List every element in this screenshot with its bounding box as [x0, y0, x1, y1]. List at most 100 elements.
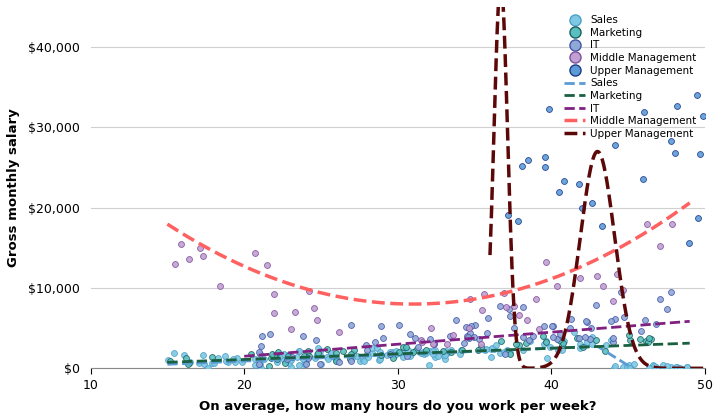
- Point: [479, 346, 490, 353]
- Point: [266, 351, 278, 358]
- Point: [638, 109, 649, 116]
- Point: [351, 353, 363, 360]
- Point: [513, 312, 525, 319]
- Point: [371, 344, 382, 351]
- Point: [644, 335, 655, 342]
- Point: [503, 212, 514, 218]
- Point: [674, 365, 685, 371]
- Point: [439, 352, 451, 358]
- Point: [311, 351, 323, 358]
- Point: [294, 361, 305, 368]
- Point: [482, 315, 494, 321]
- Point: [477, 307, 488, 313]
- Point: [504, 350, 516, 357]
- Point: [281, 355, 292, 362]
- Point: [346, 355, 358, 362]
- Point: [635, 328, 647, 334]
- Point: [481, 329, 492, 336]
- Point: [464, 330, 476, 337]
- Point: [283, 352, 294, 359]
- Point: [574, 275, 585, 281]
- Point: [581, 339, 593, 346]
- Point: [182, 361, 194, 368]
- Point: [197, 352, 209, 359]
- Point: [286, 364, 297, 371]
- Point: [302, 355, 313, 362]
- Point: [662, 362, 673, 369]
- Point: [427, 341, 438, 348]
- Point: [428, 341, 440, 348]
- Point: [327, 353, 338, 360]
- Point: [258, 356, 269, 362]
- Point: [420, 349, 432, 356]
- Point: [315, 352, 326, 359]
- Point: [387, 349, 398, 356]
- Point: [331, 357, 343, 363]
- Point: [300, 361, 312, 368]
- Point: [500, 304, 512, 310]
- Point: [485, 354, 496, 360]
- Point: [377, 335, 389, 341]
- Point: [441, 341, 452, 348]
- Point: [439, 355, 451, 362]
- Point: [271, 356, 282, 362]
- Point: [495, 302, 506, 309]
- Point: [692, 92, 703, 99]
- Point: [396, 349, 408, 356]
- Point: [168, 349, 179, 356]
- Point: [271, 358, 283, 365]
- Point: [229, 358, 240, 365]
- Point: [310, 355, 321, 362]
- Point: [299, 357, 310, 364]
- Point: [541, 354, 553, 361]
- Point: [437, 347, 449, 354]
- Point: [584, 336, 595, 343]
- Point: [609, 316, 621, 323]
- Point: [546, 322, 558, 329]
- Point: [405, 351, 417, 358]
- Point: [608, 335, 619, 341]
- Point: [315, 360, 326, 367]
- Point: [292, 354, 303, 360]
- Point: [325, 353, 337, 360]
- Point: [520, 340, 531, 347]
- Point: [279, 357, 290, 364]
- Point: [454, 351, 466, 357]
- Point: [574, 334, 585, 341]
- Point: [387, 355, 398, 362]
- Point: [539, 341, 550, 347]
- Point: [401, 350, 413, 357]
- Point: [517, 346, 528, 353]
- Point: [444, 333, 456, 339]
- Point: [393, 322, 405, 328]
- Point: [212, 354, 223, 361]
- Point: [179, 352, 190, 358]
- Point: [294, 347, 305, 354]
- Point: [516, 163, 528, 170]
- Point: [184, 359, 196, 365]
- Point: [502, 347, 513, 354]
- Point: [464, 335, 475, 342]
- Point: [527, 332, 539, 339]
- Point: [495, 337, 507, 344]
- Point: [587, 340, 598, 347]
- Point: [361, 347, 372, 354]
- Point: [374, 353, 386, 360]
- Point: [299, 353, 310, 360]
- Point: [539, 323, 550, 330]
- Point: [264, 331, 275, 338]
- Point: [553, 189, 564, 196]
- Point: [554, 330, 565, 337]
- Point: [361, 350, 373, 357]
- Point: [348, 346, 360, 353]
- Point: [265, 354, 276, 361]
- Point: [458, 340, 469, 346]
- Point: [268, 291, 279, 297]
- Point: [447, 332, 459, 339]
- Point: [460, 323, 472, 330]
- Point: [402, 346, 414, 353]
- Point: [206, 353, 217, 360]
- Point: [552, 336, 563, 343]
- Point: [540, 339, 552, 345]
- Point: [289, 309, 301, 315]
